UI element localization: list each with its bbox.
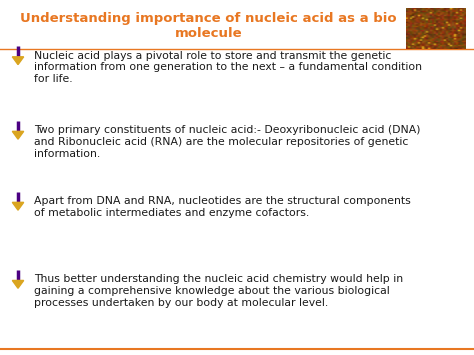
Text: Apart from DNA and RNA, nucleotides are the structural components
of metabolic i: Apart from DNA and RNA, nucleotides are … bbox=[34, 196, 411, 218]
Polygon shape bbox=[12, 57, 24, 65]
Polygon shape bbox=[12, 202, 24, 210]
Polygon shape bbox=[12, 280, 24, 288]
Text: Nucleic acid plays a pivotal role to store and transmit the genetic
information : Nucleic acid plays a pivotal role to sto… bbox=[34, 51, 422, 84]
Text: Two primary constituents of nucleic acid:- Deoxyribonucleic acid (DNA)
and Ribon: Two primary constituents of nucleic acid… bbox=[34, 125, 420, 159]
Text: Thus better understanding the nucleic acid chemistry would help in
gaining a com: Thus better understanding the nucleic ac… bbox=[34, 274, 403, 308]
Polygon shape bbox=[12, 131, 24, 139]
Text: Understanding importance of nucleic acid as a bio
molecule: Understanding importance of nucleic acid… bbox=[20, 12, 397, 40]
